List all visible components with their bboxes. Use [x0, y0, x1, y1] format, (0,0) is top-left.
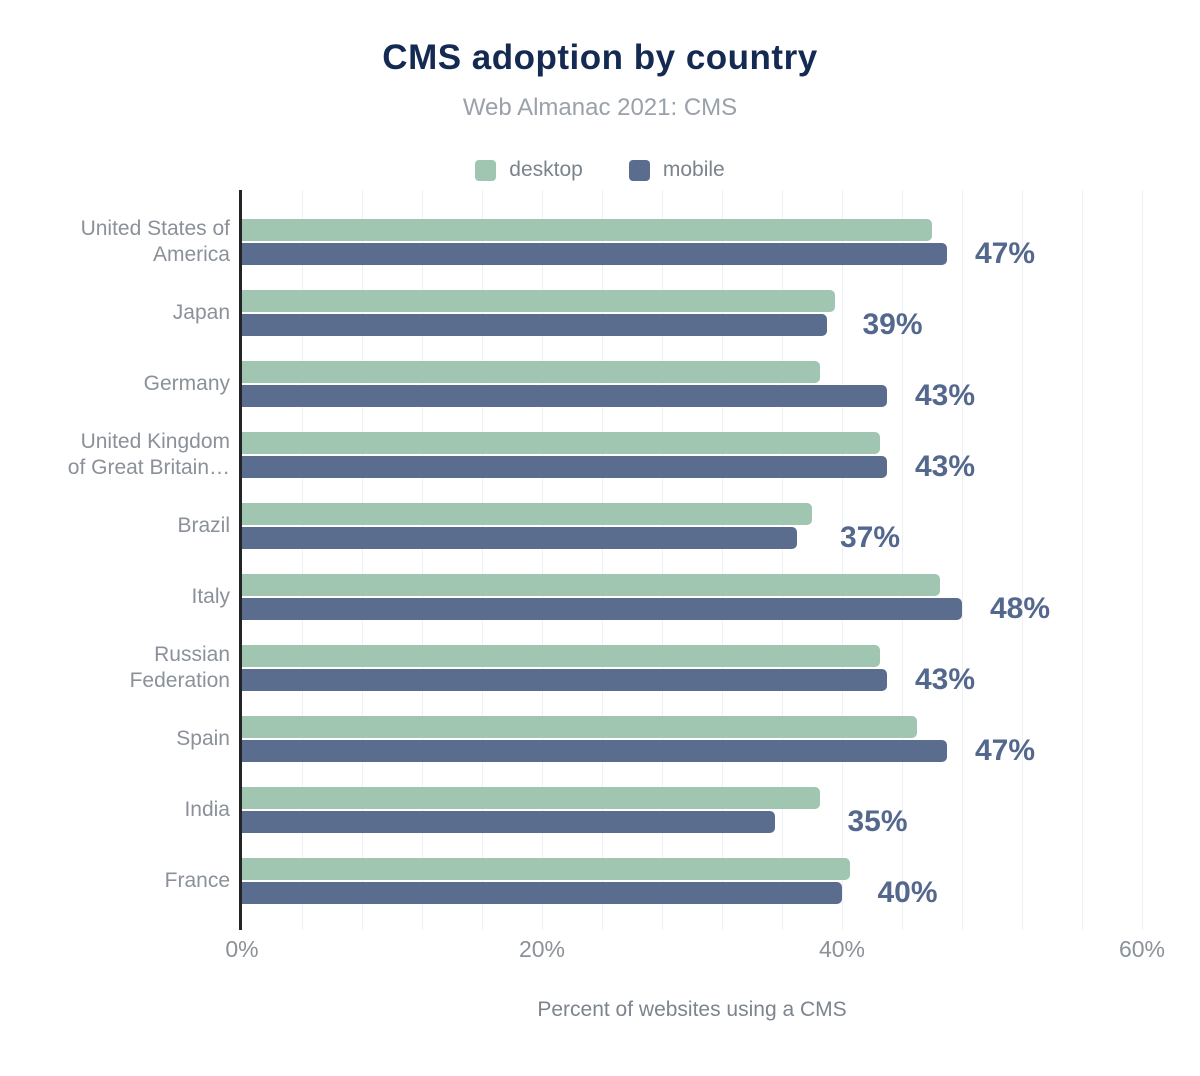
gridline: [482, 190, 483, 930]
category-label: France: [164, 869, 230, 892]
value-label: 47%: [975, 237, 1036, 270]
gridline: [302, 190, 303, 930]
category-label: Italy: [191, 585, 230, 608]
legend: desktop mobile: [0, 158, 1200, 182]
bar-desktop[interactable]: [242, 361, 820, 383]
x-tick-label: 20%: [518, 936, 566, 962]
legend-swatch-desktop-icon: [475, 159, 497, 181]
legend-swatch-mobile-icon: [628, 159, 650, 181]
legend-item-mobile[interactable]: mobile: [628, 158, 725, 182]
gridline: [842, 190, 843, 930]
x-axis-title: Percent of websites using a CMS: [537, 998, 847, 1021]
gridline: [362, 190, 363, 930]
bar-mobile[interactable]: [242, 456, 887, 478]
category-label: United Kingdom of Great Britain…: [67, 430, 230, 479]
bar-mobile[interactable]: [242, 882, 842, 904]
bar-mobile[interactable]: [242, 740, 947, 762]
gridline: [602, 190, 603, 930]
value-label: 35%: [847, 805, 908, 838]
legend-label: desktop: [509, 158, 583, 181]
bar-mobile[interactable]: [242, 385, 887, 407]
gridline: [542, 190, 543, 930]
x-tick-label: 0%: [225, 936, 259, 962]
bar-mobile[interactable]: [242, 243, 947, 265]
gridline: [1082, 190, 1083, 930]
x-tick-label: 60%: [1118, 936, 1166, 962]
legend-item-desktop[interactable]: desktop: [475, 158, 583, 182]
value-label: 39%: [862, 308, 923, 341]
gridline: [782, 190, 783, 930]
gridline: [1022, 190, 1023, 930]
legend-label: mobile: [662, 158, 725, 181]
category-label: Russian Federation: [129, 643, 230, 692]
value-label: 48%: [990, 592, 1051, 625]
bar-desktop[interactable]: [242, 574, 940, 596]
value-label: 43%: [915, 379, 976, 412]
value-label: 47%: [975, 734, 1036, 767]
bar-mobile[interactable]: [242, 598, 962, 620]
chart-title: CMS adoption by country: [382, 38, 818, 77]
gridline: [422, 190, 423, 930]
value-label: 40%: [877, 876, 938, 909]
bar-desktop[interactable]: [242, 503, 812, 525]
category-label: Brazil: [177, 514, 230, 537]
value-label: 37%: [840, 521, 901, 554]
bar-desktop[interactable]: [242, 716, 917, 738]
bar-desktop[interactable]: [242, 432, 880, 454]
gridline: [722, 190, 723, 930]
category-label: India: [184, 798, 230, 821]
bar-mobile[interactable]: [242, 527, 797, 549]
gridline: [1142, 190, 1143, 930]
bar-desktop[interactable]: [242, 858, 850, 880]
bar-desktop[interactable]: [242, 290, 835, 312]
bar-desktop[interactable]: [242, 787, 820, 809]
y-axis-line: [239, 190, 242, 930]
category-label: United States of America: [80, 217, 230, 266]
bar-desktop[interactable]: [242, 219, 932, 241]
bar-desktop[interactable]: [242, 645, 880, 667]
bar-mobile[interactable]: [242, 669, 887, 691]
category-label: Japan: [172, 301, 230, 324]
gridline: [662, 190, 663, 930]
bar-mobile[interactable]: [242, 314, 827, 336]
value-label: 43%: [915, 663, 976, 696]
gridline: [902, 190, 903, 930]
gridline: [962, 190, 963, 930]
bar-mobile[interactable]: [242, 811, 775, 833]
category-label: Germany: [143, 372, 230, 395]
value-label: 43%: [915, 450, 976, 483]
category-label: Spain: [176, 727, 230, 750]
chart-subtitle: Web Almanac 2021: CMS: [462, 94, 738, 121]
x-tick-label: 40%: [818, 936, 866, 962]
